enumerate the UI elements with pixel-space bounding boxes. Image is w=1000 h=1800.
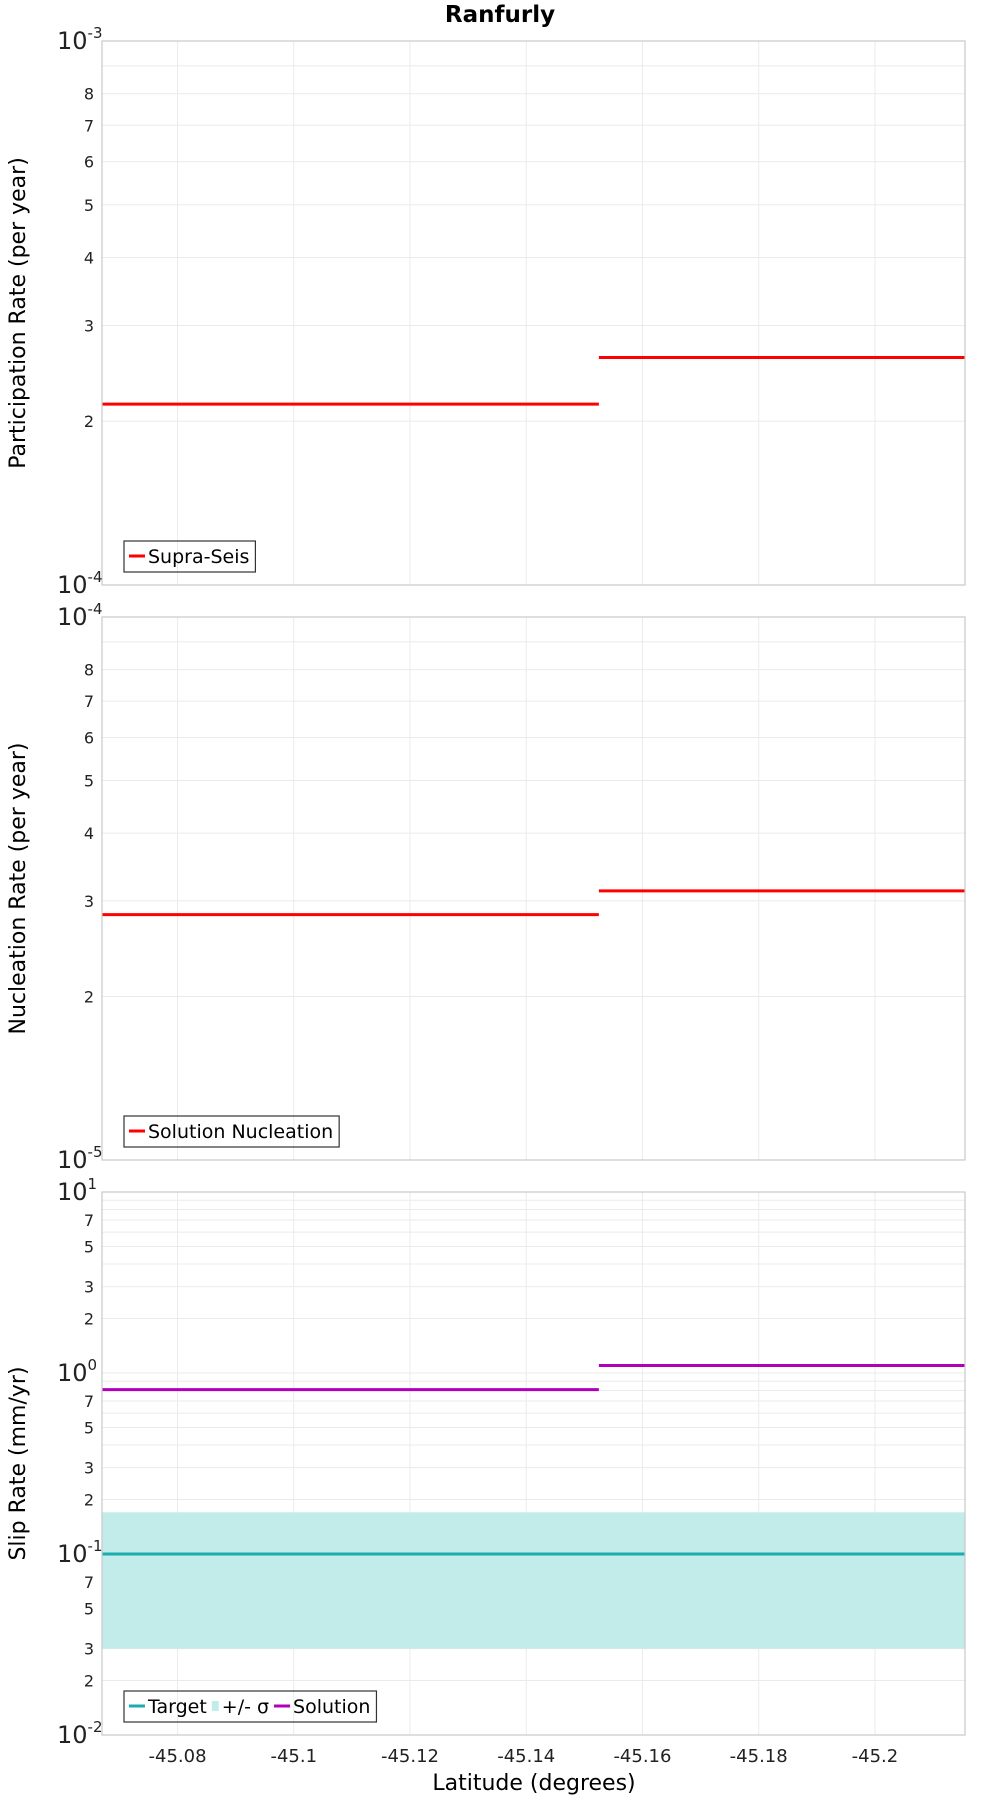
y-tick-label: 10-3 xyxy=(57,24,103,55)
legend-box xyxy=(123,1115,340,1148)
sigma-band xyxy=(102,1512,965,1649)
y-tick-label: 6 xyxy=(84,153,94,172)
x-tick-label: -45.2 xyxy=(852,1746,899,1767)
y-tick-label: 7 xyxy=(84,1573,94,1592)
y-tick-label: 7 xyxy=(84,1211,94,1230)
y-tick-label: 5 xyxy=(84,771,94,790)
legend: Supra-Seis xyxy=(123,540,257,573)
y-tick-label: 2 xyxy=(84,988,94,1007)
y-axis-label: Nucleation Rate (per year) xyxy=(6,743,31,1035)
y-tick-label: 4 xyxy=(84,248,94,267)
y-tick-label: 10-4 xyxy=(57,600,103,631)
x-tick-label: -45.16 xyxy=(613,1746,671,1767)
y-tick-label: 10-5 xyxy=(57,1143,103,1174)
y-tick-label: 7 xyxy=(84,116,94,135)
y-tick-label: 2 xyxy=(84,412,94,431)
x-tick-label: -45.1 xyxy=(270,1746,317,1767)
y-axis-label: Participation Rate (per year) xyxy=(6,157,31,469)
y-tick-label: 7 xyxy=(84,692,94,711)
legend-swatch xyxy=(211,1701,219,1711)
y-tick-label: 10-2 xyxy=(57,1718,103,1749)
legend: Target +/- σ Solution xyxy=(123,1690,378,1723)
legend-box xyxy=(123,1690,378,1723)
y-tick-label: 10-1 xyxy=(57,1537,103,1568)
y-tick-label: 3 xyxy=(84,1640,94,1659)
chart-title: Ranfurly xyxy=(445,2,555,28)
panel-1: 10-4 2 3 4 5 6 7 8 10-3 Participation Rate (per y… xyxy=(6,24,966,599)
y-tick-label: 6 xyxy=(84,728,94,747)
y-tick-label: 2 xyxy=(84,1310,94,1329)
legend-label: Target xyxy=(147,1696,207,1718)
plot-frame xyxy=(101,616,966,1161)
y-tick-label: 5 xyxy=(84,1418,94,1437)
y-tick-label: 5 xyxy=(84,1599,94,1618)
y-tick-label: 3 xyxy=(84,892,94,911)
plot-frame xyxy=(101,40,966,586)
y-tick-label: 8 xyxy=(84,85,94,104)
legend-label: +/- σ xyxy=(222,1696,269,1718)
y-tick-label: 10-4 xyxy=(57,568,103,599)
legend-label: Solution xyxy=(293,1696,370,1718)
y-tick-label: 7 xyxy=(84,1392,94,1411)
y-tick-label: 4 xyxy=(84,824,94,843)
y-tick-label: 3 xyxy=(84,316,94,335)
y-tick-label: 101 xyxy=(57,1175,97,1206)
y-tick-label: 2 xyxy=(84,1672,94,1691)
x-tick-label: -45.18 xyxy=(730,1746,788,1767)
y-tick-label: 3 xyxy=(84,1278,94,1297)
legend-label: Solution Nucleation xyxy=(148,1121,333,1143)
y-tick-label: 100 xyxy=(57,1356,97,1387)
y-tick-label: 8 xyxy=(84,661,94,680)
x-tick-label: -45.14 xyxy=(497,1746,555,1767)
x-axis-label: Latitude (degrees) xyxy=(432,1771,635,1796)
plot-frame xyxy=(101,1191,966,1736)
y-tick-label: 3 xyxy=(84,1459,94,1478)
legend: Solution Nucleation xyxy=(123,1115,340,1148)
legend-box xyxy=(123,540,257,573)
x-tick-label: -45.08 xyxy=(149,1746,207,1767)
legend-label: Supra-Seis xyxy=(148,546,249,568)
panel-2: 10-5 2 3 4 5 6 7 8 10-4 Nucleation Rate (per year… xyxy=(6,600,966,1174)
x-tick-label: -45.12 xyxy=(381,1746,439,1767)
y-axis-label: Slip Rate (mm/yr) xyxy=(6,1366,31,1560)
panel-3: 10-2 2 3 5 7 10-1 2 3 5 7 100 2 3 5 7 101 Slip Rate (mm/… xyxy=(6,1175,966,1767)
y-tick-label: 2 xyxy=(84,1491,94,1510)
y-tick-label: 5 xyxy=(84,1237,94,1256)
y-tick-label: 5 xyxy=(84,196,94,215)
